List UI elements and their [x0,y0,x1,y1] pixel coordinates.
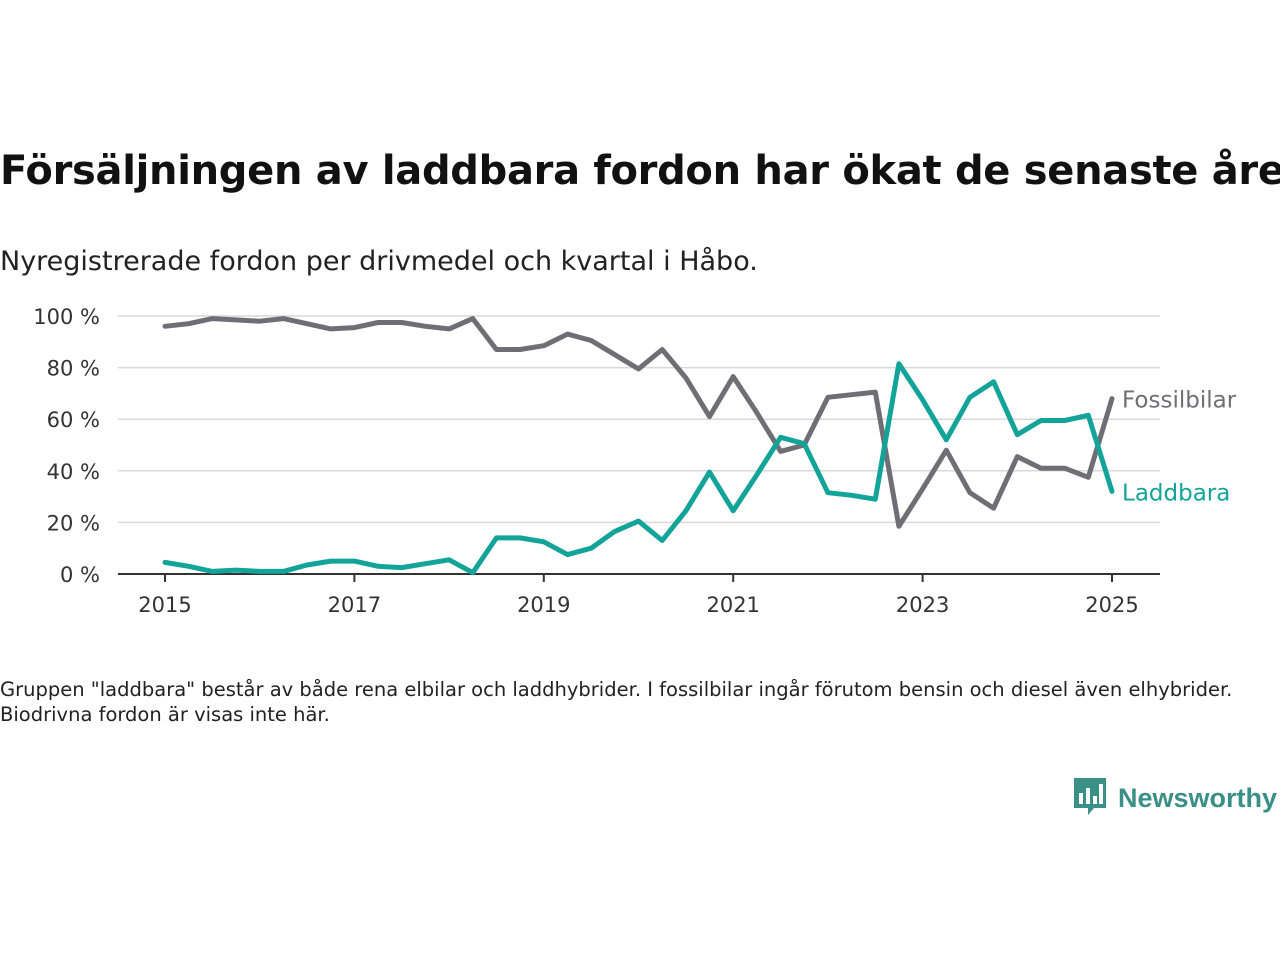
y-tick-label: 100 % [33,305,100,329]
newsworthy-brand[interactable]: Newsworthy [1072,776,1277,820]
chart-title: Försäljningen av laddbara fordon har öka… [0,148,1280,194]
line-chart: 0 % 20 % 40 % 60 % 80 % 100 % 2015 2017 2019 202… [33,305,1237,617]
series-line-fossilbilar [162,316,1115,529]
x-tick-label: 2017 [328,593,381,617]
y-tick-label: 0 % [60,563,100,587]
x-tick-label: 2023 [896,593,949,617]
x-tick-label: 2019 [517,593,570,617]
chart-subtitle: Nyregistrerade fordon per drivmedel och … [0,246,758,277]
newsworthy-logo-icon [1072,776,1108,820]
brand-name: Newsworthy [1118,782,1278,813]
series-line-laddbara [162,361,1115,576]
y-tick-label: 20 % [47,511,100,535]
x-tick-label: 2025 [1085,593,1138,617]
x-tick-label: 2015 [138,593,191,617]
y-tick-label: 80 % [47,357,100,381]
x-tick-label: 2021 [706,593,759,617]
series-label-laddbara: Laddbara [1122,480,1230,506]
footnote: Gruppen "laddbara" består av både rena e… [0,678,1233,726]
series-label-fossilbilar: Fossilbilar [1122,388,1237,414]
y-tick-label: 60 % [47,408,100,432]
y-tick-label: 40 % [47,460,100,484]
